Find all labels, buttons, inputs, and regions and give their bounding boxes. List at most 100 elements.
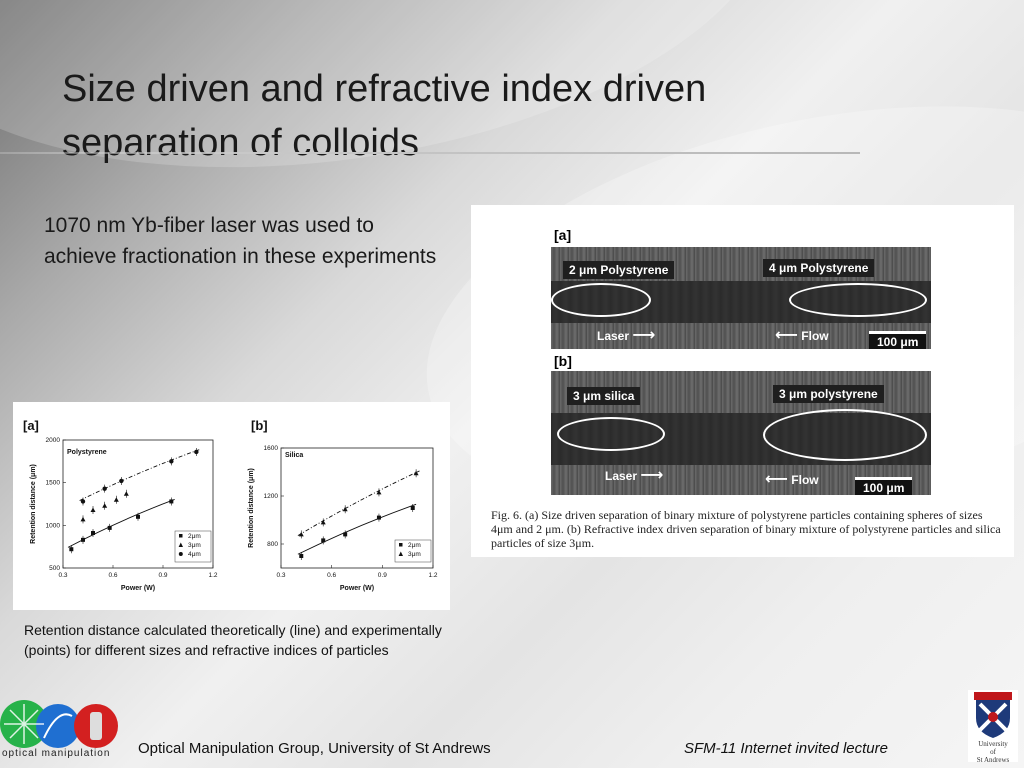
data-point-2μm xyxy=(299,554,304,558)
logo-blue-circle xyxy=(36,704,80,748)
particle-cluster-2um xyxy=(551,283,651,317)
x-tick-label: 0.6 xyxy=(327,572,336,579)
data-point-2μm xyxy=(136,514,140,519)
data-point-3μm xyxy=(90,507,96,512)
data-point-2μm xyxy=(69,547,74,552)
legend-marker xyxy=(179,534,183,538)
laser-label-a: Laser ⟶ xyxy=(597,327,656,344)
chart-frame xyxy=(62,439,214,569)
x-tick-label: 0.9 xyxy=(378,572,387,579)
crest-shield-icon xyxy=(974,692,1012,738)
particle-cluster-silica xyxy=(557,417,665,451)
footer-organization: Optical Manipulation Group, University o… xyxy=(138,740,491,757)
fit-line-3μm xyxy=(297,470,420,536)
fit-line-2μm xyxy=(67,499,175,548)
legend-marker xyxy=(398,551,403,556)
legend-label: 2μm xyxy=(408,542,421,549)
data-point-4μm xyxy=(119,478,124,484)
figure-panel-a-label: [a] xyxy=(554,227,572,243)
flow-label-a: ⟵ Flow xyxy=(775,327,829,344)
y-axis-label: Retention distance (μm) xyxy=(30,464,37,544)
x-tick-label: 1.2 xyxy=(208,572,217,579)
data-point-2μm xyxy=(321,538,326,543)
tag-3um-polystyrene: 3 μm polystyrene xyxy=(773,385,884,403)
x-axis-label: Power (W) xyxy=(340,585,374,592)
legend-label: 3μm xyxy=(408,551,421,558)
data-point-4μm xyxy=(169,459,174,464)
data-point-2μm xyxy=(169,499,174,504)
arrow-right-icon: ⟶ xyxy=(632,327,656,344)
figure-panel-b-label: [b] xyxy=(554,353,572,369)
chart-title: Polystyrene xyxy=(67,449,107,456)
data-point-4μm xyxy=(194,449,199,455)
retention-graphs: [a] Polystyrene 0.3 0.6 0.9 1.2 500 1000 1500 200… xyxy=(13,402,450,610)
legend-label: 4μm xyxy=(188,551,201,558)
particle-cluster-4um xyxy=(789,283,927,317)
data-point-3μm xyxy=(80,516,86,522)
y-tick-label: 1600 xyxy=(264,445,279,452)
legend-marker xyxy=(178,542,183,547)
data-point-4μm xyxy=(102,486,107,491)
slide-title: Size driven and refractive index driven … xyxy=(62,62,862,170)
data-point-3μm xyxy=(376,489,382,495)
channel-image-a: 2 μm Polystyrene 4 μm Polystyrene Laser … xyxy=(551,247,931,349)
legend-label: 3μm xyxy=(188,542,201,549)
y-tick-label: 1000 xyxy=(46,522,61,529)
title-line-1: Size driven and refractive index driven xyxy=(62,68,707,110)
y-axis-label: Retention distance (μm) xyxy=(248,468,255,548)
data-point-4μm xyxy=(80,499,86,504)
fit-line-2μm xyxy=(297,503,417,555)
flow-label-b: ⟵ Flow xyxy=(765,471,819,488)
x-tick-label: 0.3 xyxy=(276,572,285,579)
laser-label-b: Laser ⟶ xyxy=(605,467,664,484)
x-axis-label: Power (W) xyxy=(121,585,155,592)
logo-caption: optical manipulation xyxy=(2,748,111,759)
x-tick-label: 0.3 xyxy=(58,572,67,579)
retention-charts-svg: [a] Polystyrene 0.3 0.6 0.9 1.2 500 1000 1500 200… xyxy=(23,418,438,592)
graph-caption: Retention distance calculated theoretica… xyxy=(24,622,442,658)
chart-panel-label: [a] xyxy=(23,418,39,433)
channel-image-b: 3 μm silica 3 μm polystyrene Laser ⟶ ⟵ F… xyxy=(551,371,931,495)
legend-label: 2μm xyxy=(188,533,201,540)
y-tick-label: 1200 xyxy=(264,493,279,500)
chart-panel-label: [b] xyxy=(251,418,268,433)
data-point-2μm xyxy=(343,532,348,537)
y-tick-label: 500 xyxy=(49,565,60,572)
fit-line-4μm xyxy=(79,449,200,501)
x-tick-label: 0.9 xyxy=(158,572,167,579)
tag-4um-polystyrene: 4 μm Polystyrene xyxy=(763,259,875,277)
title-divider xyxy=(0,152,860,154)
x-tick-label: 0.6 xyxy=(108,572,117,579)
scale-bar-b: 100 μm xyxy=(855,477,913,495)
data-point-3μm xyxy=(102,503,108,508)
optical-manipulation-logo xyxy=(0,700,118,748)
chart-frame xyxy=(280,447,434,569)
legend-marker xyxy=(399,543,403,547)
data-point-3μm xyxy=(320,519,326,525)
data-point-3μm xyxy=(123,491,129,496)
arrow-right-icon: ⟶ xyxy=(640,467,664,484)
chart-legend xyxy=(394,539,432,563)
chart-title: Silica xyxy=(285,452,303,459)
crest-text: University of St Andrews xyxy=(976,740,1010,764)
figure-caption: Fig. 6. (a) Size driven separation of bi… xyxy=(491,508,1001,550)
title-line-2: separation of colloids xyxy=(62,122,419,164)
tag-3um-silica: 3 μm silica xyxy=(567,387,641,405)
footer-event: SFM-11 Internet invited lecture xyxy=(684,740,888,757)
arrow-left-icon: ⟵ xyxy=(765,471,788,488)
tag-2um-polystyrene: 2 μm Polystyrene xyxy=(563,261,675,279)
y-tick-label: 2000 xyxy=(46,437,61,444)
arrow-left-icon: ⟵ xyxy=(775,327,798,344)
data-point-2μm xyxy=(81,537,85,542)
data-point-2μm xyxy=(410,506,415,510)
data-point-3μm xyxy=(413,470,419,476)
data-point-3μm xyxy=(113,497,119,502)
particle-cluster-polystyrene xyxy=(763,409,927,461)
separation-figure: [a] 2 μm Polystyrene 4 μm Polystyrene La… xyxy=(471,205,1014,557)
intro-text: 1070 nm Yb-fiber laser was used to achie… xyxy=(44,214,437,268)
university-crest: University of St Andrews xyxy=(968,690,1018,764)
data-point-3μm xyxy=(298,531,304,537)
scale-bar-a: 100 μm xyxy=(869,331,927,349)
data-point-2μm xyxy=(376,515,381,520)
data-point-3μm xyxy=(342,506,348,512)
